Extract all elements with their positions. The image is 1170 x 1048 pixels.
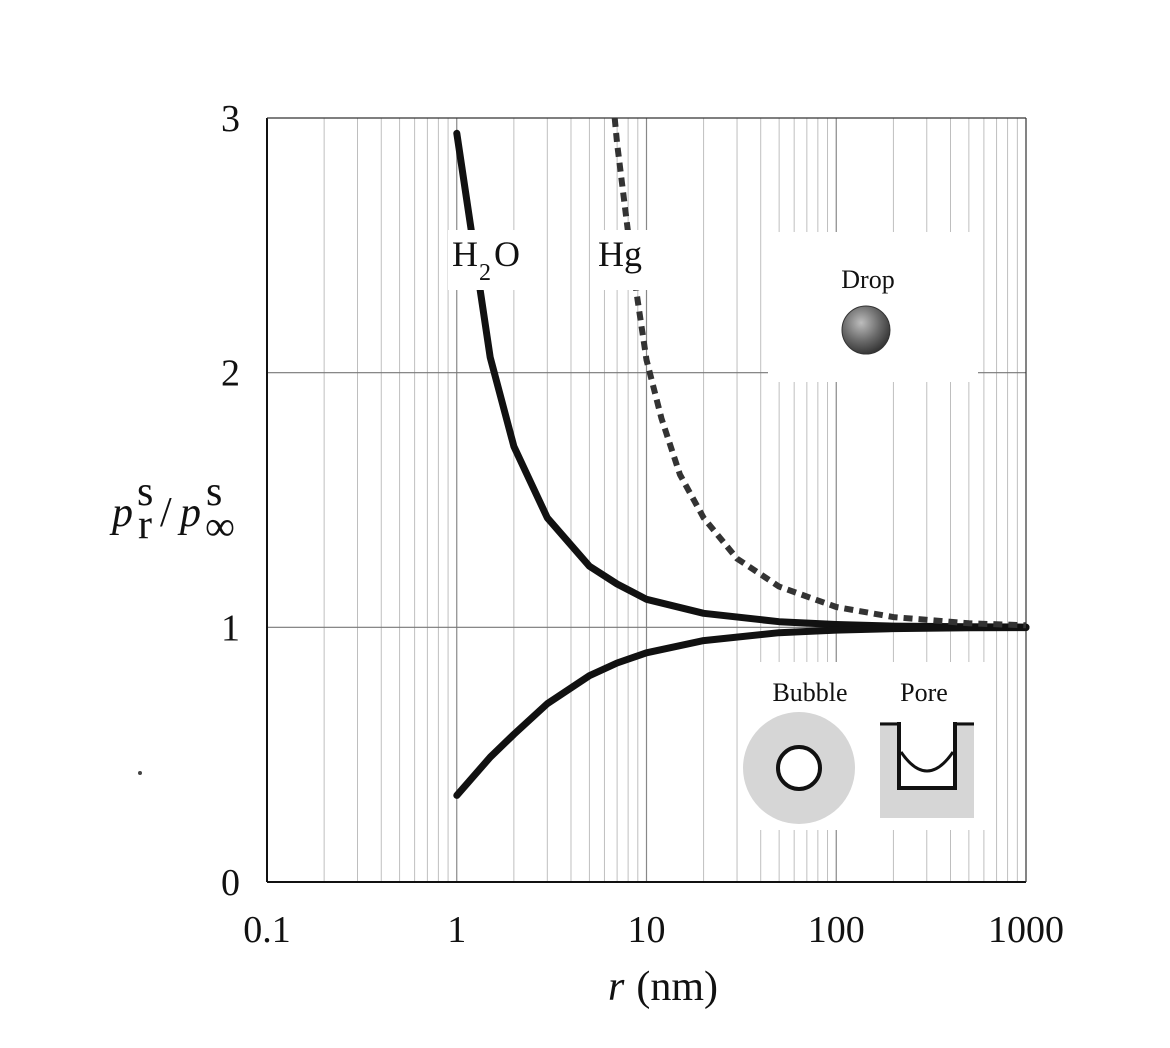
bubble-label: Bubble: [772, 678, 847, 707]
y-tick-label: 0: [221, 862, 240, 904]
x-tick-label: 10: [628, 909, 666, 951]
y-tick-labels: 0 1 2 3: [221, 98, 240, 904]
x-axis-title: r (nm): [608, 964, 718, 1010]
svg-text:∞: ∞: [205, 504, 235, 550]
y-tick-label: 1: [221, 607, 240, 649]
svg-text:s: s: [206, 469, 222, 515]
x-tick-labels: 0.1 1 10 100 1000: [243, 909, 1064, 951]
bubble-icon: [776, 745, 822, 791]
svg-text:H2O: H2O: [452, 234, 520, 286]
x-axis-title-unit: (nm): [636, 964, 718, 1010]
drop-label: Drop: [841, 265, 894, 294]
svg-text:s: s: [137, 469, 153, 515]
hg-curve-label: Hg: [590, 230, 656, 290]
h2o-label-o: O: [494, 234, 520, 274]
h2o-label-h: H: [452, 234, 478, 274]
series-line-h2o-1: [453, 624, 1030, 799]
bubble-pore-inset: Bubble Pore: [742, 662, 992, 830]
pore-icon: [880, 722, 974, 818]
y-tick-label: 2: [221, 353, 240, 395]
stray-dot: [138, 771, 142, 775]
y-tick-label: 3: [221, 98, 240, 140]
x-tick-label: 1: [447, 909, 466, 951]
svg-text:r: r: [138, 502, 152, 548]
y-axis-title: p r s / p ∞ s: [109, 469, 235, 550]
hg-label: Hg: [598, 234, 642, 274]
svg-text:p: p: [177, 490, 201, 536]
svg-text:/: /: [160, 490, 172, 536]
x-tick-label: 100: [808, 909, 865, 951]
drop-inset: Drop: [768, 232, 978, 382]
pore-label: Pore: [900, 678, 948, 707]
svg-text:p: p: [109, 490, 133, 536]
x-axis-title-var: r: [608, 964, 625, 1010]
x-tick-label: 1000: [988, 909, 1064, 951]
h2o-label-sub: 2: [479, 260, 491, 286]
x-tick-label: 0.1: [243, 909, 291, 951]
drop-icon: [841, 305, 891, 355]
h2o-curve-label: H2O: [448, 230, 520, 290]
